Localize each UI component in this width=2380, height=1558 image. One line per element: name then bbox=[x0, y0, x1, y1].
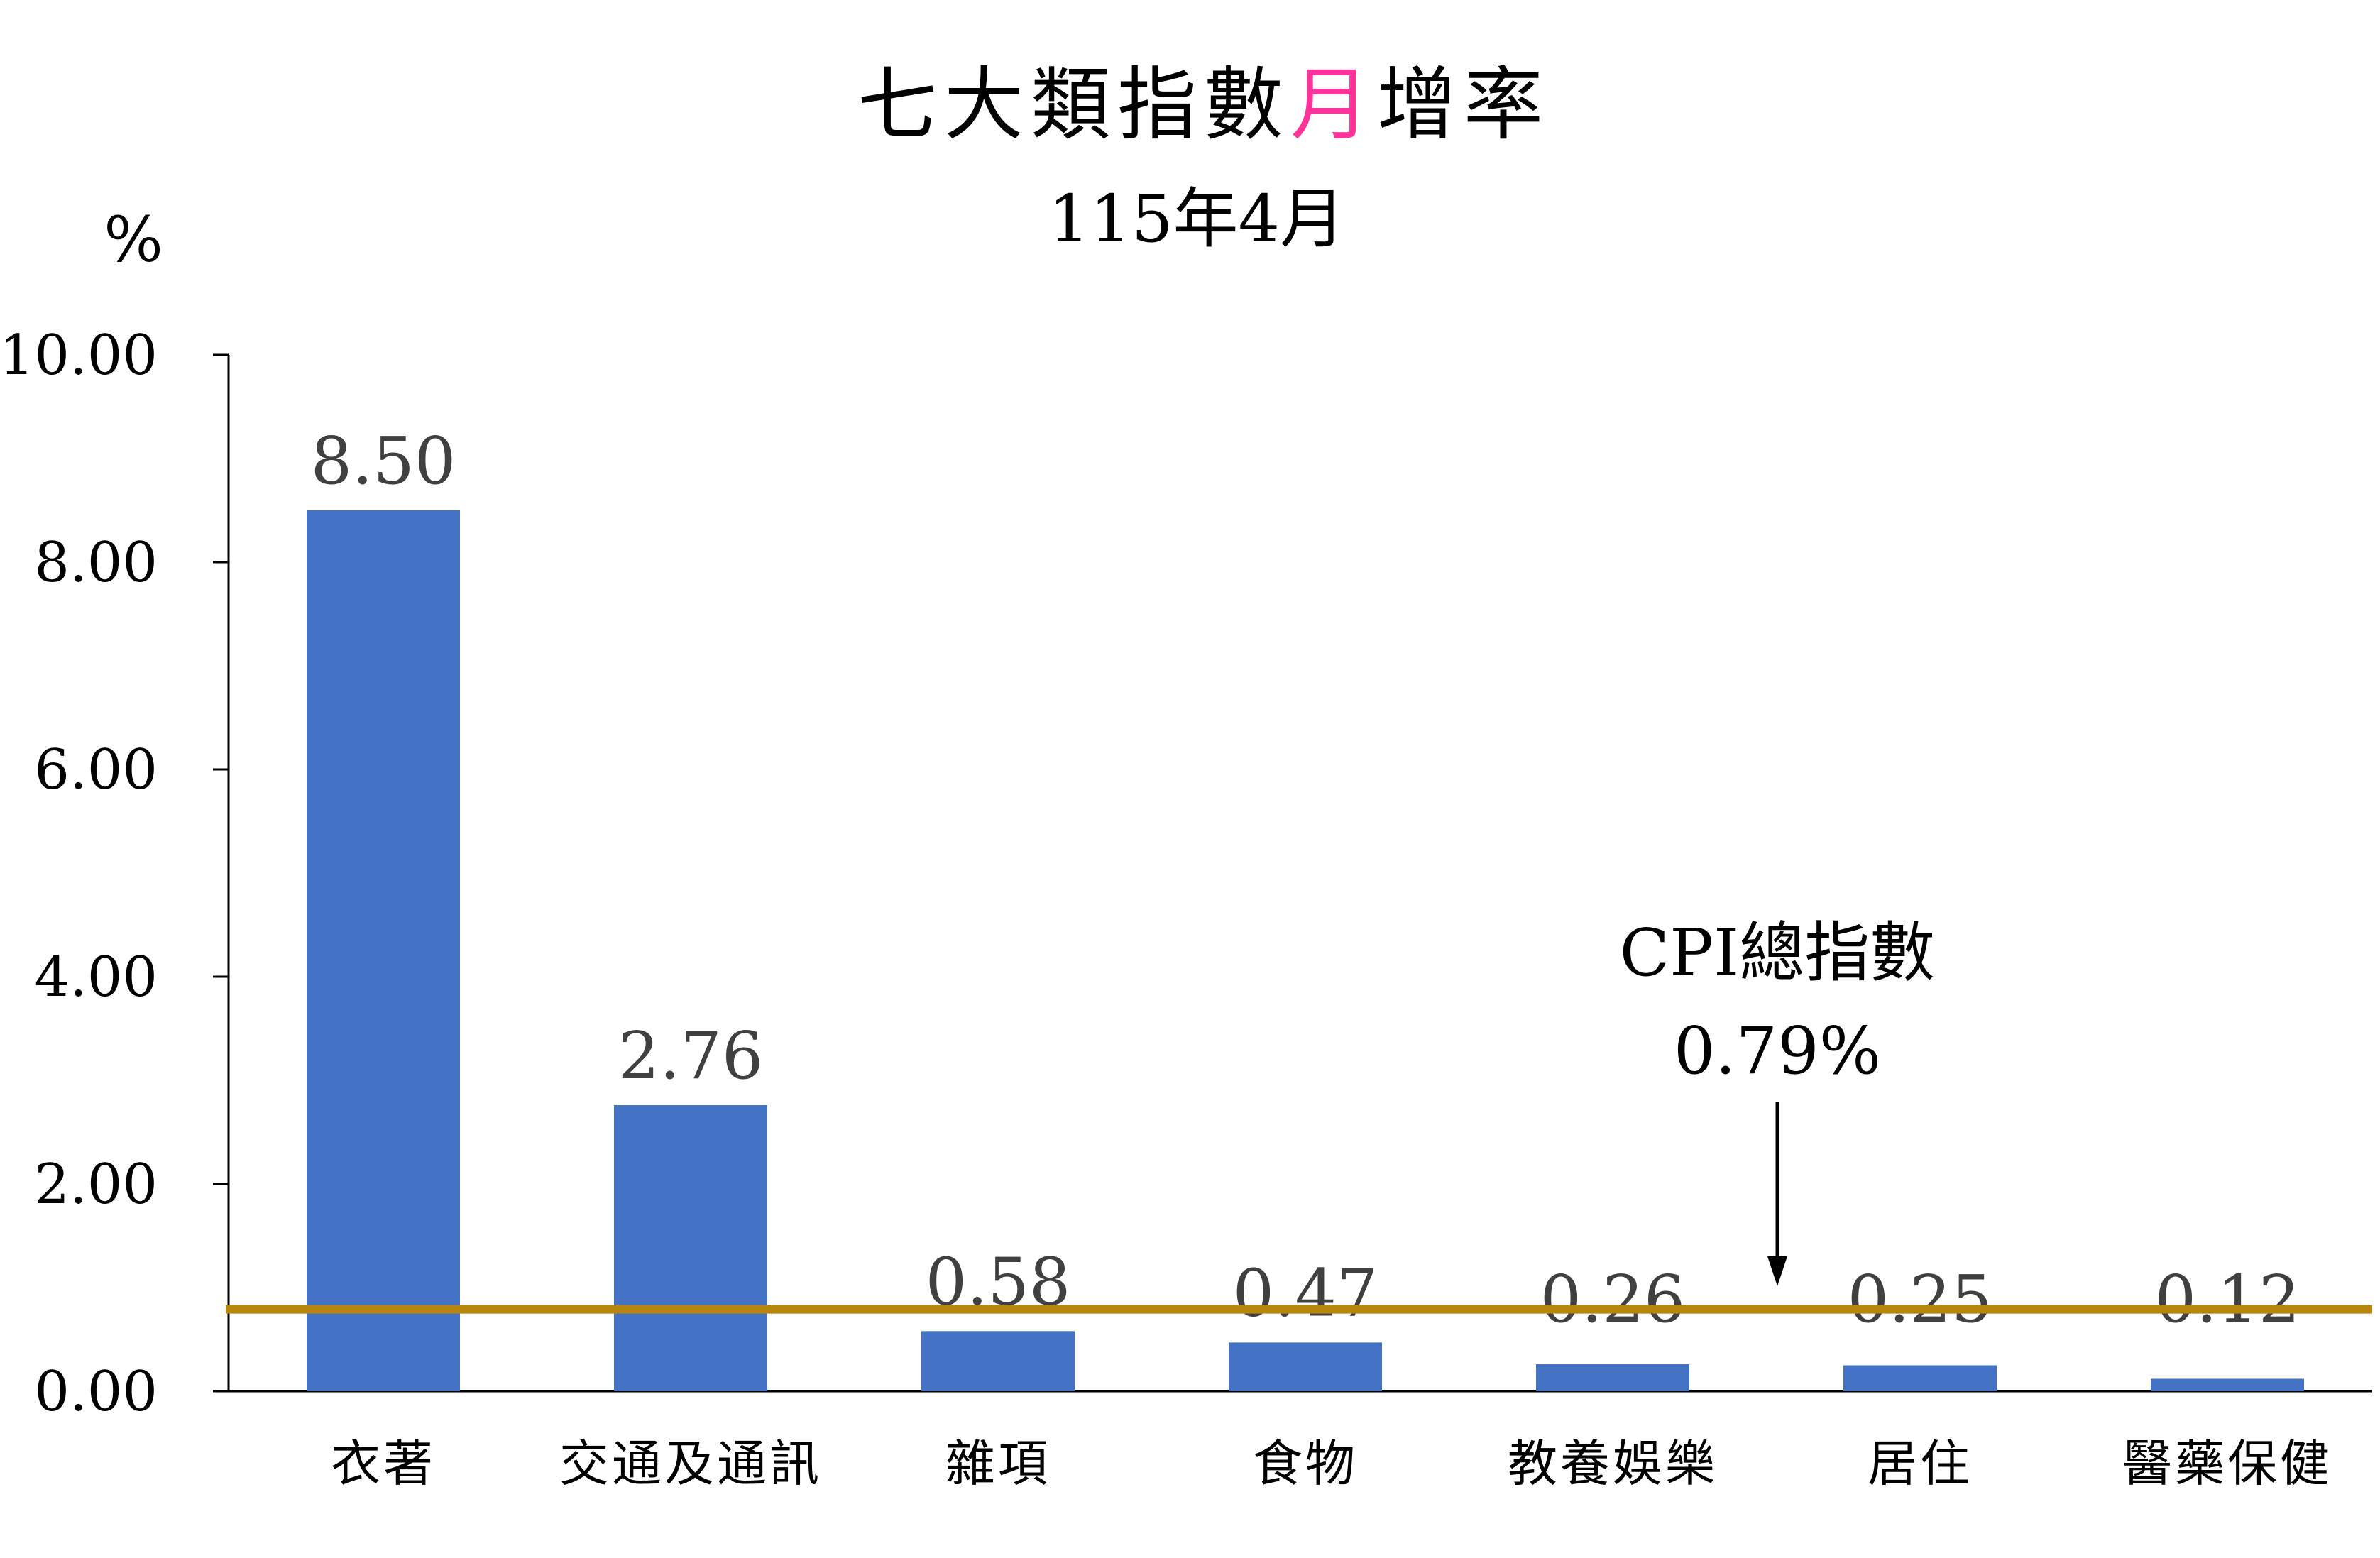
y-tick-label: 6.00 bbox=[34, 738, 158, 802]
category-label: 衣著 bbox=[331, 1434, 436, 1493]
chart-title-highlight: 月 bbox=[1290, 59, 1377, 151]
chart-title-part-2: 增率 bbox=[1377, 59, 1550, 151]
chart-subtitle: 115年4月 bbox=[1048, 181, 1345, 257]
bar-value-label: 0.26 bbox=[1540, 1261, 1686, 1337]
category-label: 食物 bbox=[1253, 1434, 1358, 1493]
value-labels: 8.502.760.58 0.47 0.26 0.25 0.12 bbox=[311, 423, 2301, 1337]
y-tick-label: 10.00 bbox=[0, 324, 158, 388]
bar-value-label: 2.76 bbox=[618, 1018, 764, 1094]
bar-series bbox=[307, 510, 2304, 1391]
y-axis-ticks: 0.00 2.00 4.00 6.00 8.00 10.00 bbox=[0, 324, 229, 1424]
category-label: 居住 bbox=[1868, 1434, 1973, 1493]
bar bbox=[307, 510, 460, 1391]
chart-title-part-1: 七大類指數 bbox=[857, 59, 1290, 151]
category-label: 交通及通訊 bbox=[559, 1434, 822, 1493]
cpi-annotation-arrow-head bbox=[1767, 1256, 1787, 1286]
bar bbox=[2151, 1378, 2304, 1391]
y-tick-label: 2.00 bbox=[34, 1153, 158, 1217]
bar-value-label: 0.25 bbox=[1848, 1261, 1993, 1337]
category-labels: 衣著 交通及通訊 雜項 食物 教養娛樂 居住 醫藥保健 bbox=[331, 1434, 2332, 1493]
y-axis-unit: % bbox=[104, 203, 163, 276]
y-tick-label: 8.00 bbox=[34, 531, 158, 595]
category-label: 雜項 bbox=[945, 1434, 1051, 1493]
y-tick-label: 0.00 bbox=[34, 1360, 158, 1424]
cpi-reference-label-line1: CPI總指數 bbox=[1620, 915, 1936, 991]
bar bbox=[614, 1105, 767, 1391]
bar-value-label: 8.50 bbox=[311, 423, 456, 499]
bar-value-label: 0.47 bbox=[1233, 1255, 1378, 1331]
bar bbox=[1843, 1365, 1997, 1391]
category-label: 教養娛樂 bbox=[1508, 1434, 1718, 1493]
bar-value-label: 0.12 bbox=[2155, 1261, 2301, 1337]
cpi-reference-label-line2: 0.79% bbox=[1674, 1013, 1881, 1089]
chart-title: 七大類指數月增率 bbox=[857, 59, 1550, 151]
y-tick-label: 4.00 bbox=[34, 945, 158, 1009]
bar bbox=[1229, 1342, 1382, 1391]
bar bbox=[921, 1331, 1075, 1391]
category-label: 醫藥保健 bbox=[2122, 1434, 2332, 1493]
bar bbox=[1536, 1364, 1689, 1391]
